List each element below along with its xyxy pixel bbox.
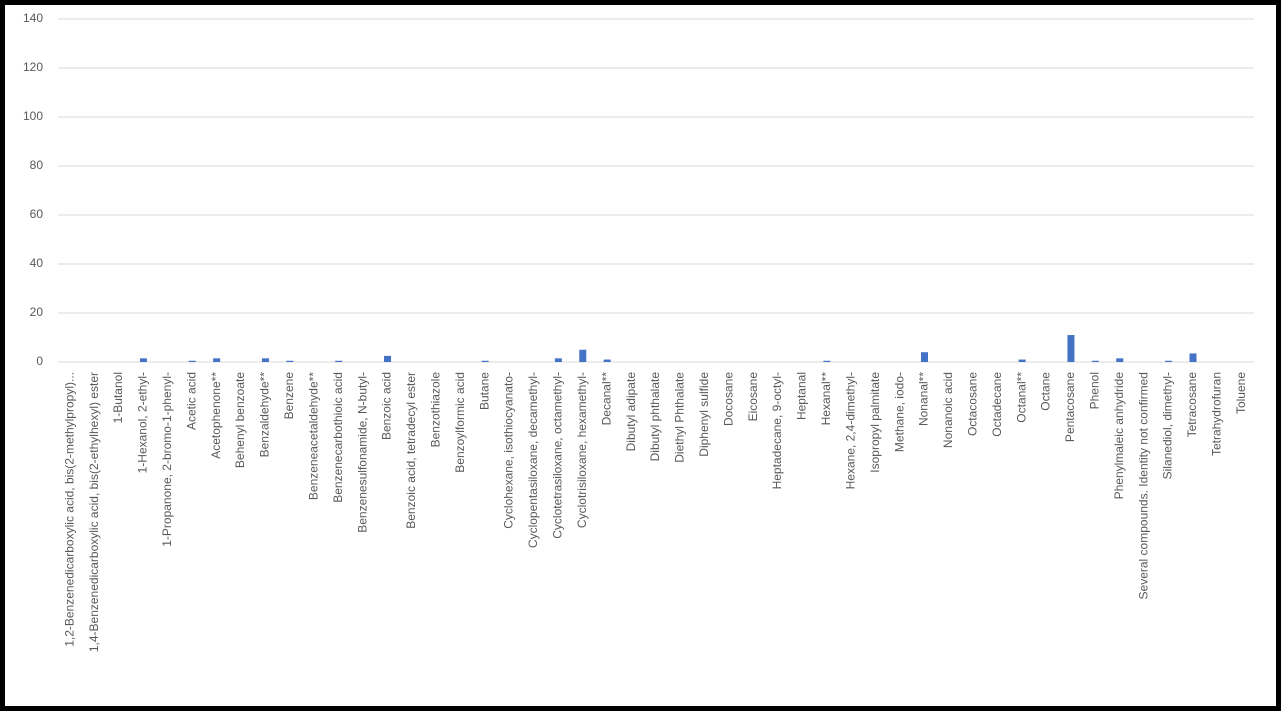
x-tick-label: Dibutyl adipate	[624, 372, 638, 452]
bar	[554, 358, 562, 362]
x-tick-label: Hexanal**	[819, 372, 833, 426]
y-tick-label: 80	[30, 158, 44, 172]
x-tick-label: Hexane, 2,4-dimethyl-	[843, 372, 857, 489]
x-tick-label: Benzothiazole	[428, 372, 442, 448]
y-tick-label: 0	[36, 354, 43, 368]
y-tick-label: 60	[30, 207, 44, 221]
x-tick-label: Toluene	[1234, 372, 1248, 414]
x-tick-label: 1-Butanol	[111, 372, 125, 423]
x-tick-label: Silanediol, dimethyl-	[1161, 372, 1175, 479]
y-tick-label: 140	[23, 11, 43, 25]
bar	[579, 349, 587, 362]
x-tick-label: Cyclotrisiloxane, hexamethyl-	[575, 372, 589, 528]
x-tick-label: Heptanal	[795, 372, 809, 420]
x-tick-label: Heptadecane, 9-octyl-	[770, 372, 784, 489]
x-tick-label: Nonanoic acid	[941, 372, 955, 448]
bar	[823, 360, 831, 362]
x-tick-label: Octane	[1039, 372, 1053, 411]
bar	[261, 358, 269, 362]
x-tick-label: 1-Propanone, 2-bromo-1-phenyl-	[160, 372, 174, 547]
x-tick-label: Benzeneacetaldehyde**	[306, 372, 320, 500]
x-tick-label: Methane, iodo-	[892, 372, 906, 452]
y-tick-label: 20	[30, 305, 44, 319]
bar	[286, 360, 294, 362]
bar	[1018, 359, 1026, 362]
x-tick-label: Benzene	[282, 372, 296, 420]
y-tick-label: 120	[23, 60, 43, 74]
bar	[139, 358, 147, 362]
x-tick-label: Octadecane	[990, 372, 1004, 437]
x-tick-label: Several compounds. Identity not confirme…	[1136, 372, 1150, 599]
x-tick-label: 1,4-Benzenedicarboxylic acid, bis(2-ethy…	[87, 372, 101, 652]
x-tick-label: Octacosane	[965, 372, 979, 436]
bar	[1091, 360, 1099, 362]
x-tick-label: Acetophenone**	[209, 372, 223, 459]
bar	[1189, 353, 1197, 362]
x-tick-label: Cyclopentasiloxane, decamethyl-	[526, 372, 540, 548]
bar	[384, 355, 392, 362]
x-tick-label: Phenol	[1088, 372, 1102, 409]
x-tick-label: Phenylmaleic anhydride	[1112, 372, 1126, 500]
x-tick-label: Dibutyl phthalate	[648, 372, 662, 462]
x-tick-label: Benzoic acid	[380, 372, 394, 440]
x-tick-label: 1,2-Benzenedicarboxylic acid, bis(2-meth…	[62, 372, 76, 647]
x-tick-label: Benzenesulfonamide, N-butyl-	[355, 372, 369, 533]
bar	[1116, 358, 1124, 362]
x-tick-label: Isopropyl palmitate	[868, 372, 882, 473]
x-tick-label: Benzoic acid, tetradecyl ester	[404, 372, 418, 529]
x-tick-label: Benzoylformic acid	[453, 372, 467, 473]
x-tick-label: 1-Hexanol, 2-ethyl-	[136, 372, 150, 473]
x-tick-label: Pentacosane	[1063, 372, 1077, 442]
x-tick-label: Behenyl benzoate	[233, 372, 247, 468]
bar	[188, 360, 196, 362]
bar	[481, 360, 489, 362]
x-tick-label: Docosane	[721, 372, 735, 426]
bar	[335, 360, 343, 362]
x-tick-label: Decanal**	[599, 372, 613, 426]
x-tick-label: Tetrahydrofuran	[1210, 372, 1224, 456]
x-tick-label: Tetracosane	[1185, 372, 1199, 438]
x-tick-label: Acetic acid	[184, 372, 198, 430]
x-tick-label: Diethyl Phthalate	[673, 372, 687, 463]
x-tick-label: Butane	[477, 372, 491, 410]
y-tick-label: 100	[23, 109, 43, 123]
bar	[603, 359, 611, 362]
x-tick-label: Cyclohexane, isothiocyanato-	[502, 372, 516, 529]
x-tick-label: Nonanal**	[917, 372, 931, 426]
x-tick-label: Benzaldehyde**	[258, 372, 272, 458]
x-tick-label: Diphenyl sulfide	[697, 372, 711, 457]
x-tick-label: Benzenecarbothioic acid	[331, 372, 345, 503]
bar	[920, 352, 928, 362]
bar	[1165, 360, 1173, 362]
x-tick-label: Eicosane	[746, 372, 760, 422]
x-tick-label: Cyclotetrasiloxane, octamethyl-	[551, 372, 565, 539]
bar	[213, 358, 221, 362]
x-tick-label: Octanal**	[1014, 372, 1028, 423]
y-tick-label: 40	[30, 256, 44, 270]
bar	[1067, 335, 1075, 362]
